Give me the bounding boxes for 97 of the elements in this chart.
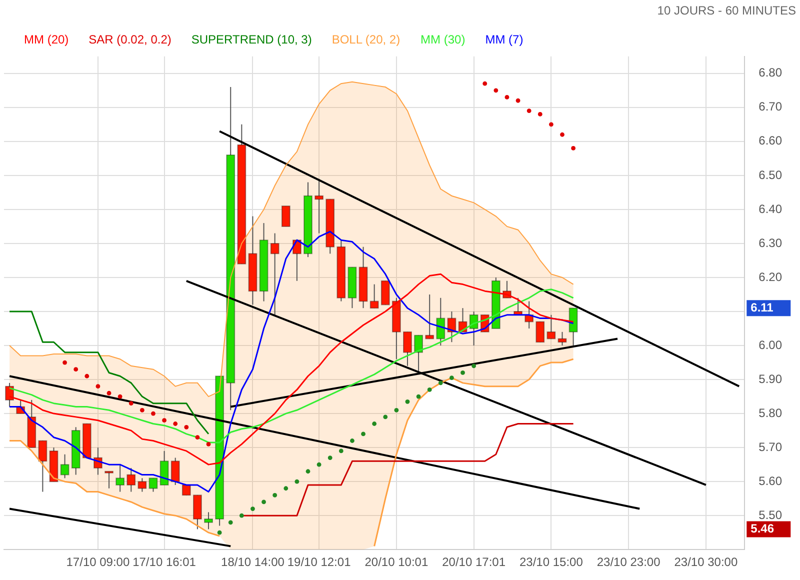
candlestick xyxy=(38,440,48,492)
candlestick xyxy=(403,331,412,366)
y-tick-label: 5.70 xyxy=(758,440,782,454)
x-tick-label: 18/10 14:00 xyxy=(221,555,285,570)
point xyxy=(427,388,432,392)
point xyxy=(538,112,542,116)
y-tick-label: 5.50 xyxy=(758,508,782,522)
point xyxy=(571,146,576,150)
point xyxy=(526,108,532,114)
point xyxy=(217,530,222,535)
point xyxy=(460,370,465,375)
text: MM (30) xyxy=(420,32,466,47)
point xyxy=(84,374,90,378)
x-tick-label: 23/10 15:00 xyxy=(519,555,584,570)
point xyxy=(494,88,498,93)
text: BOLL (20, 2) xyxy=(332,32,400,47)
x-tick-label: 23/10 23:00 xyxy=(596,555,661,570)
point xyxy=(372,422,377,426)
candlestick xyxy=(370,284,379,309)
text: MM (7) xyxy=(485,32,524,47)
point xyxy=(328,456,332,460)
y-tick-label: 6.40 xyxy=(758,202,782,216)
point xyxy=(162,418,166,423)
x-tick-label: 17/10 16:01 xyxy=(132,555,196,570)
candlestick xyxy=(170,457,180,486)
y-tick-label: 5.80 xyxy=(758,406,782,420)
point xyxy=(151,411,156,416)
point xyxy=(383,414,388,420)
point xyxy=(504,95,510,100)
candlestick xyxy=(160,450,169,486)
candlestick xyxy=(126,467,136,492)
candlestick xyxy=(536,321,545,343)
point xyxy=(350,438,354,443)
point xyxy=(394,408,399,412)
candlestick xyxy=(60,454,70,479)
point xyxy=(206,442,211,446)
point xyxy=(228,520,233,525)
candlestick xyxy=(281,206,290,227)
point xyxy=(472,364,476,368)
y-tick-label: 6.20 xyxy=(758,270,782,284)
point xyxy=(74,367,78,372)
candlestick xyxy=(314,178,324,234)
candlestick xyxy=(104,470,114,489)
point xyxy=(416,394,421,399)
candlestick xyxy=(436,297,446,346)
point xyxy=(128,401,134,406)
text: MM (20) xyxy=(24,32,69,47)
y-tick-label: 6.80 xyxy=(758,66,782,80)
point xyxy=(195,435,200,440)
text: SUPERTREND (10, 3) xyxy=(191,32,312,47)
point xyxy=(405,399,410,404)
candlestick xyxy=(546,314,556,340)
chart-subtitle: 10 JOURS - 60 MINUTES xyxy=(657,4,796,18)
y-tick-label: 6.30 xyxy=(758,236,782,250)
x-tick-label: 23/10 30:00 xyxy=(674,555,738,570)
point xyxy=(262,500,266,504)
point xyxy=(96,384,100,389)
candlestick xyxy=(558,331,567,346)
point xyxy=(140,408,144,412)
candlestick xyxy=(204,512,213,530)
point xyxy=(560,132,564,137)
point xyxy=(438,380,443,386)
candlestick xyxy=(192,494,202,530)
point xyxy=(516,98,520,103)
y-tick-label: 6.00 xyxy=(758,338,782,352)
point xyxy=(450,376,454,380)
point xyxy=(272,492,278,498)
point xyxy=(316,462,322,467)
point xyxy=(184,424,189,430)
point xyxy=(62,360,67,365)
x-tick-label: 17/10 09:00 xyxy=(66,555,130,570)
point xyxy=(173,422,178,426)
point xyxy=(482,81,488,86)
point xyxy=(361,432,366,436)
y-tick-label: 6.50 xyxy=(758,168,782,182)
text: 5.46 xyxy=(750,522,774,536)
point xyxy=(106,390,112,396)
candlestick xyxy=(116,464,125,492)
point xyxy=(118,394,122,399)
point xyxy=(239,513,244,518)
x-tick-label: 20/10 10:01 xyxy=(364,555,428,570)
y-tick-label: 6.60 xyxy=(758,134,782,148)
point xyxy=(548,122,554,127)
x-tick-label: 20/10 17:01 xyxy=(442,555,506,570)
candlestick xyxy=(148,478,158,492)
text: 6.11 xyxy=(750,300,774,314)
text: SAR (0.02, 0.2) xyxy=(88,32,172,47)
point xyxy=(338,448,344,454)
point xyxy=(306,469,310,474)
point xyxy=(284,486,288,491)
point xyxy=(250,506,255,511)
x-tick-label: 19/10 12:01 xyxy=(287,555,352,570)
y-tick-label: 6.70 xyxy=(758,100,782,114)
y-tick-label: 5.90 xyxy=(758,372,782,386)
y-tick-label: 5.60 xyxy=(758,474,782,488)
point xyxy=(294,479,300,484)
candlestick xyxy=(138,478,147,492)
